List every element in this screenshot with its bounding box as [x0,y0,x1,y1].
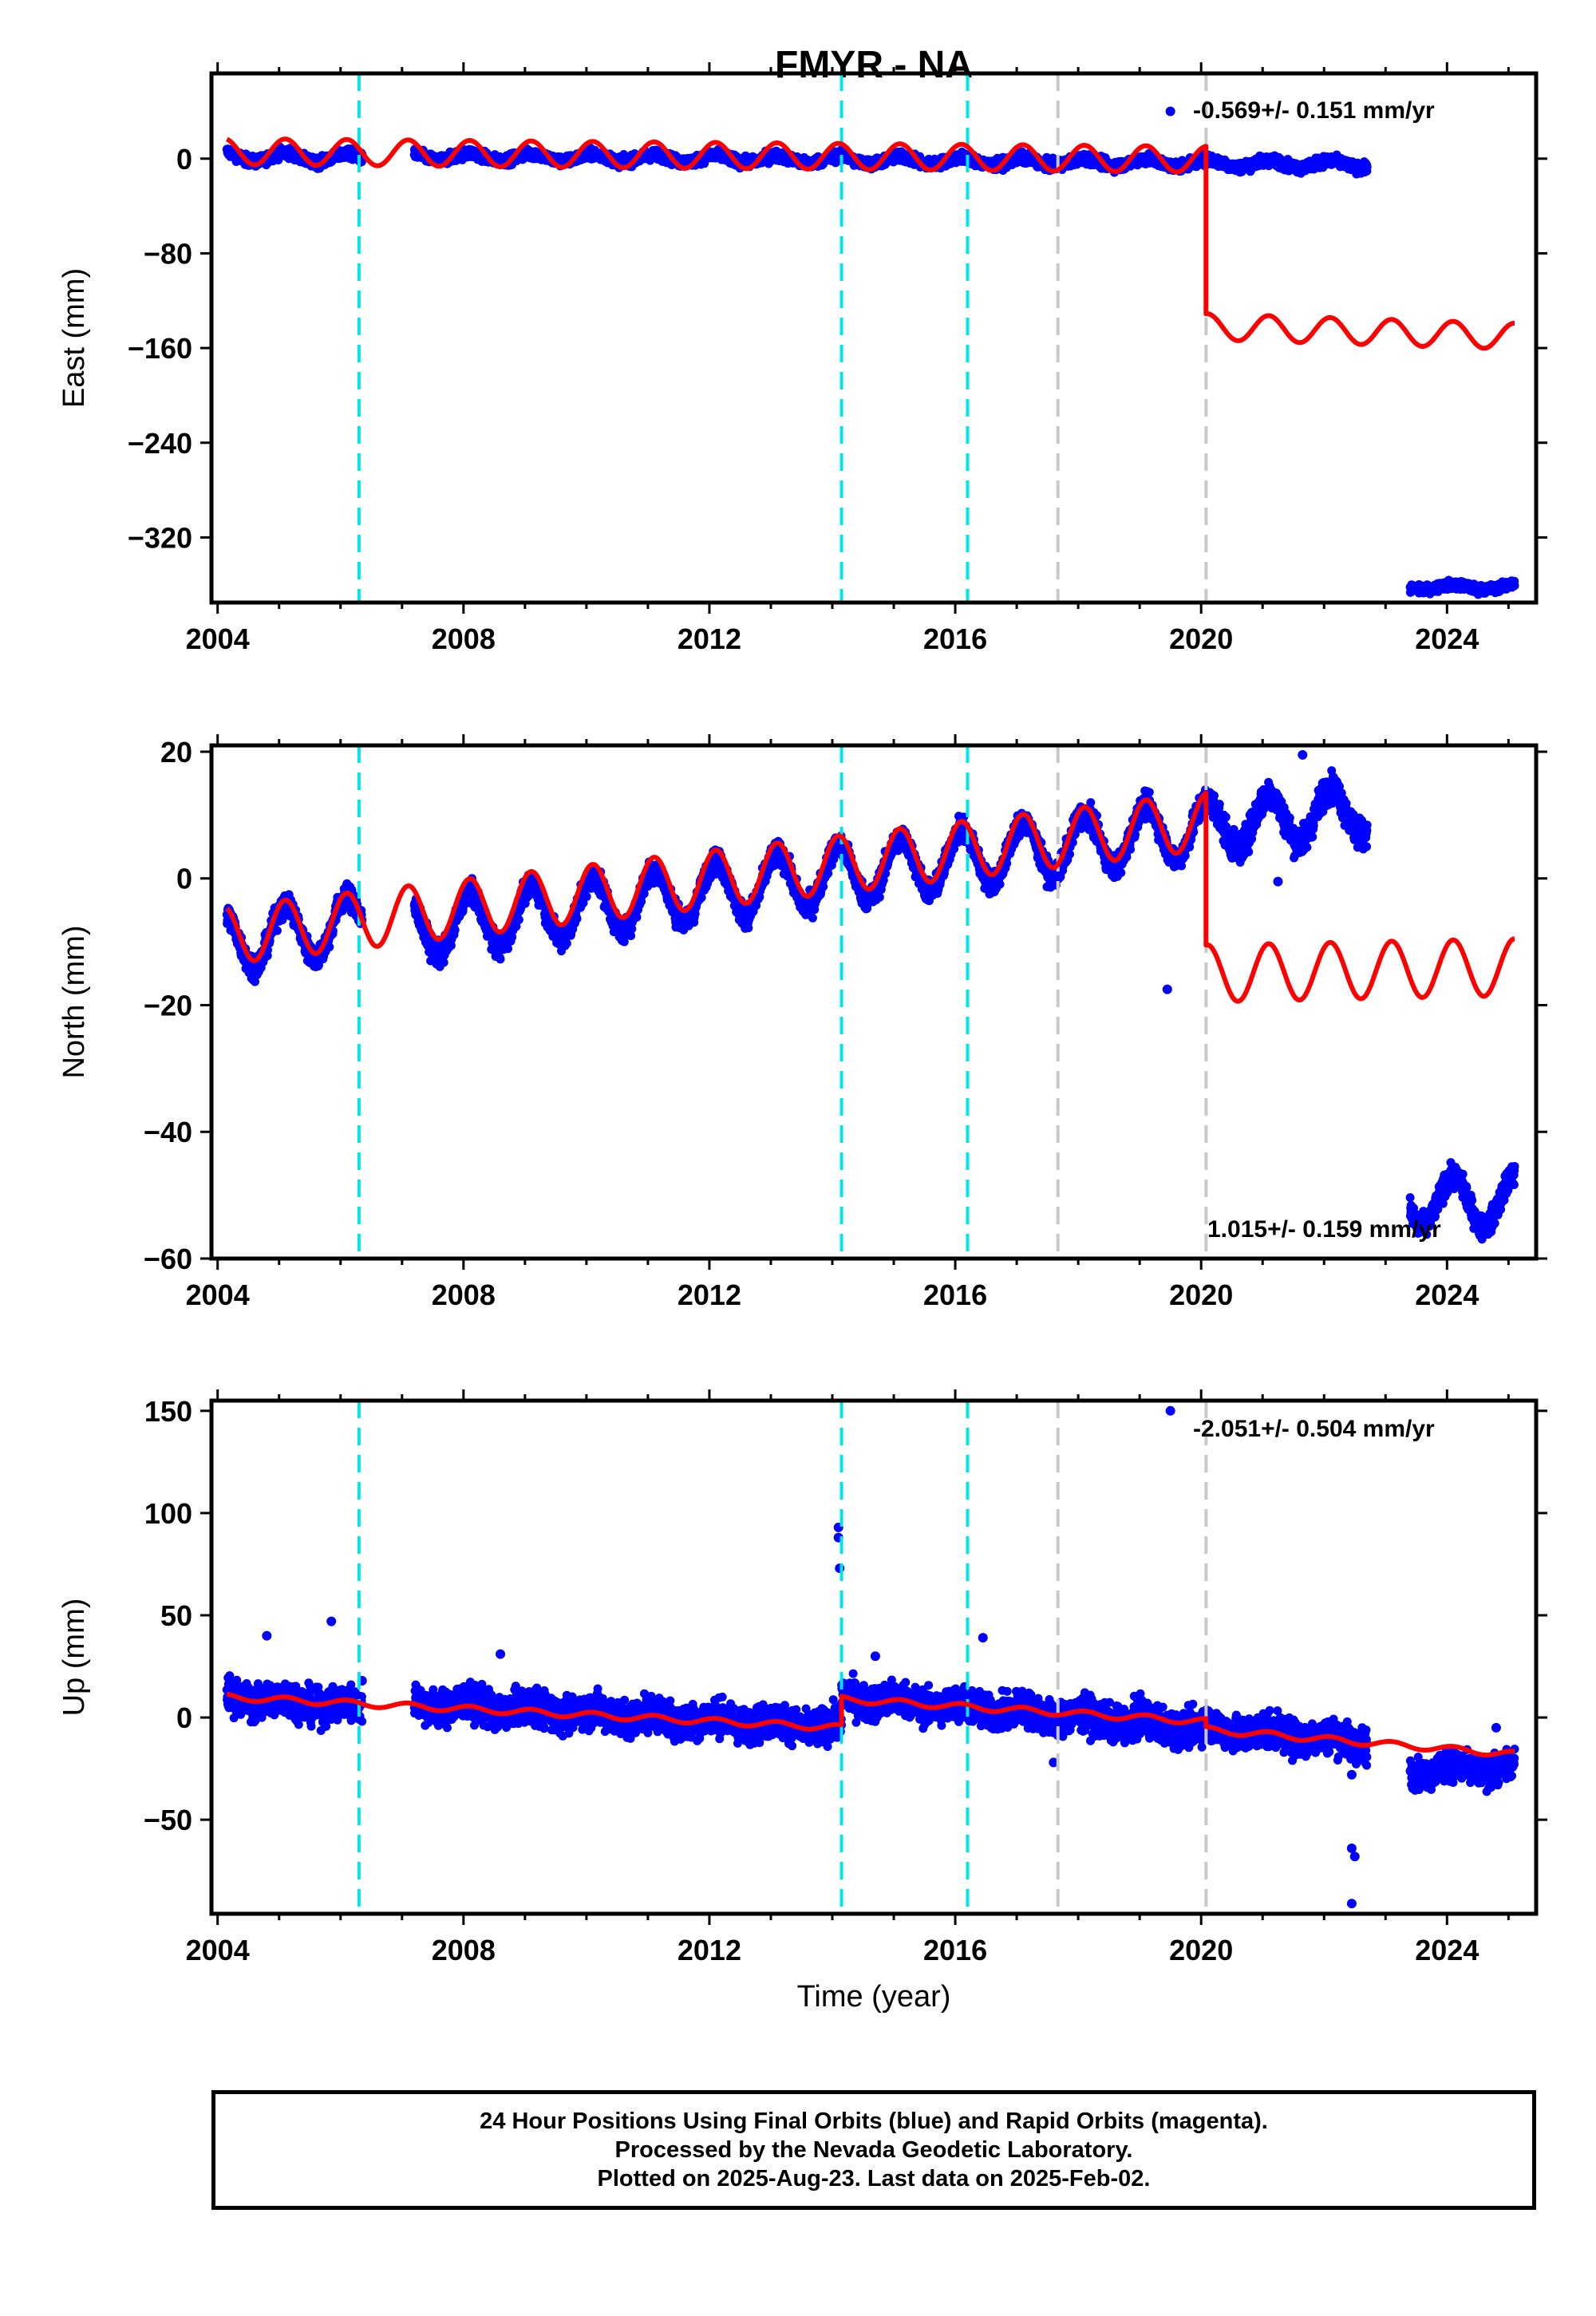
data-points [222,106,1519,599]
data-point [1362,162,1372,172]
chart-title: FMYR - NA [775,44,973,86]
plot-area [222,73,1519,603]
panel-0: 2004 2008 2012 2016 2020 20240−80−160−240−320… [57,62,1547,655]
